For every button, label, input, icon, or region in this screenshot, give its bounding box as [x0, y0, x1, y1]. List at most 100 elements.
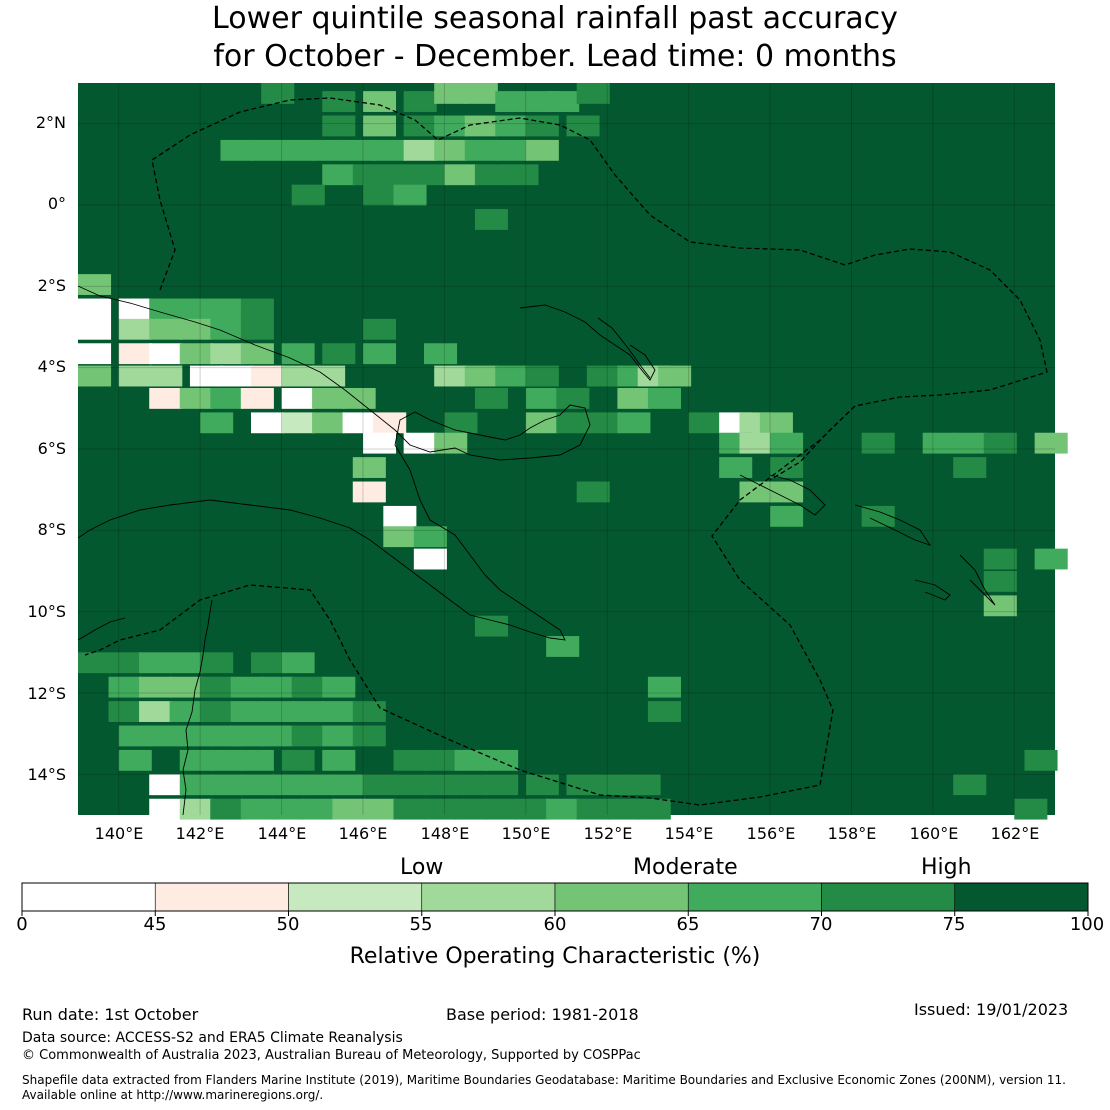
accuracy-cell — [301, 798, 335, 820]
accuracy-cell — [373, 139, 407, 161]
coastline-new-guinea — [77, 285, 591, 641]
accuracy-cell — [373, 412, 407, 434]
accuracy-cell — [312, 365, 346, 387]
accuracy-cell — [118, 725, 152, 747]
accuracy-cell — [424, 343, 458, 365]
lon-tick-150e: 150°E — [501, 824, 551, 843]
accuracy-cell — [108, 652, 142, 674]
accuracy-cell — [393, 774, 427, 796]
accuracy-cell — [179, 749, 213, 771]
shapefile-credit-1: Shapefile data extracted from Flanders M… — [22, 1073, 1066, 1087]
accuracy-cell — [474, 164, 508, 186]
accuracy-cell — [434, 365, 468, 387]
accuracy-cell — [474, 209, 508, 230]
lon-tick-146e: 146°E — [338, 824, 388, 843]
accuracy-cell — [424, 749, 458, 771]
accuracy-cell — [525, 139, 559, 161]
accuracy-cell — [342, 388, 376, 409]
accuracy-cell — [759, 412, 793, 434]
accuracy-cell — [149, 343, 183, 365]
accuracy-cell — [271, 798, 305, 820]
accuracy-cell — [586, 412, 620, 434]
accuracy-cell — [281, 749, 315, 771]
accuracy-cell — [210, 798, 244, 820]
colorbar-tick-45: 45 — [143, 914, 167, 935]
accuracy-cell — [261, 676, 295, 698]
accuracy-cell — [495, 139, 529, 161]
accuracy-cell — [261, 83, 295, 104]
accuracy-cell — [861, 432, 895, 454]
lon-tick-144e: 144°E — [257, 824, 307, 843]
accuracy-cell — [444, 164, 478, 186]
accuracy-cell — [464, 115, 498, 137]
colorbar-segment — [821, 882, 956, 912]
accuracy-cell — [179, 298, 213, 320]
accuracy-cell — [210, 749, 244, 771]
accuracy-cell — [576, 481, 610, 503]
accuracy-cell — [332, 798, 366, 820]
accuracy-cell — [210, 343, 244, 365]
accuracy-cell — [352, 701, 386, 722]
lat-tick-0: 0° — [47, 194, 66, 213]
eez-png — [84, 97, 1048, 806]
accuracy-cell — [658, 365, 692, 387]
accuracy-cell — [149, 298, 183, 320]
category-low: Low — [400, 855, 444, 880]
accuracy-cell — [393, 184, 427, 206]
colorbar-segment — [687, 882, 822, 912]
accuracy-cell — [413, 526, 447, 548]
accuracy-cell — [464, 83, 498, 104]
accuracy-cell — [220, 139, 254, 161]
accuracy-cell — [200, 676, 234, 698]
colorbar-segment — [288, 882, 423, 912]
accuracy-cell — [383, 505, 417, 527]
run-date: Run date: 1st October — [22, 1005, 199, 1024]
accuracy-cell — [179, 798, 213, 820]
accuracy-cell — [434, 83, 468, 104]
accuracy-cell — [322, 343, 356, 365]
accuracy-cell — [413, 164, 447, 186]
lon-tick-160e: 160°E — [909, 824, 959, 843]
accuracy-cell — [474, 615, 508, 637]
accuracy-cell — [78, 365, 112, 387]
accuracy-cell — [230, 676, 264, 698]
accuracy-cell — [434, 139, 468, 161]
accuracy-cell — [525, 365, 559, 387]
accuracy-cell — [149, 318, 183, 340]
accuracy-cell — [352, 725, 386, 747]
accuracy-cell — [149, 365, 183, 387]
accuracy-cell — [352, 481, 386, 503]
accuracy-cell — [647, 388, 681, 409]
accuracy-cell — [179, 388, 213, 409]
colorbar-segment — [154, 882, 289, 912]
accuracy-cell — [495, 365, 529, 387]
accuracy-cell — [78, 652, 112, 674]
accuracy-cell — [200, 412, 234, 434]
accuracy-cell — [78, 298, 112, 320]
accuracy-cell — [220, 365, 254, 387]
lon-tick-158e: 158°E — [827, 824, 877, 843]
accuracy-cell — [688, 412, 722, 434]
accuracy-cell — [322, 676, 356, 698]
accuracy-cell — [464, 139, 498, 161]
accuracy-cell — [139, 676, 173, 698]
accuracy-cell — [291, 701, 325, 722]
accuracy-cell — [362, 318, 397, 340]
colorbar-tick-70: 70 — [809, 914, 833, 935]
lon-tick-148e: 148°E — [420, 824, 470, 843]
coastlines — [77, 285, 996, 816]
accuracy-cell — [179, 725, 213, 747]
accuracy-cell — [312, 139, 346, 161]
accuracy-cell — [637, 798, 671, 820]
accuracy-cell — [200, 701, 234, 722]
accuracy-cell — [261, 725, 295, 747]
accuracy-cell — [953, 774, 987, 796]
accuracy-cell — [362, 432, 397, 454]
lat-tick-4s: 4°S — [37, 357, 66, 376]
accuracy-cell — [525, 115, 559, 137]
lat-tick-6s: 6°S — [37, 439, 66, 458]
accuracy-cell — [546, 636, 580, 657]
accuracy-cell — [1024, 749, 1058, 771]
accuracy-cell — [139, 701, 173, 722]
accuracy-cell — [424, 798, 458, 820]
